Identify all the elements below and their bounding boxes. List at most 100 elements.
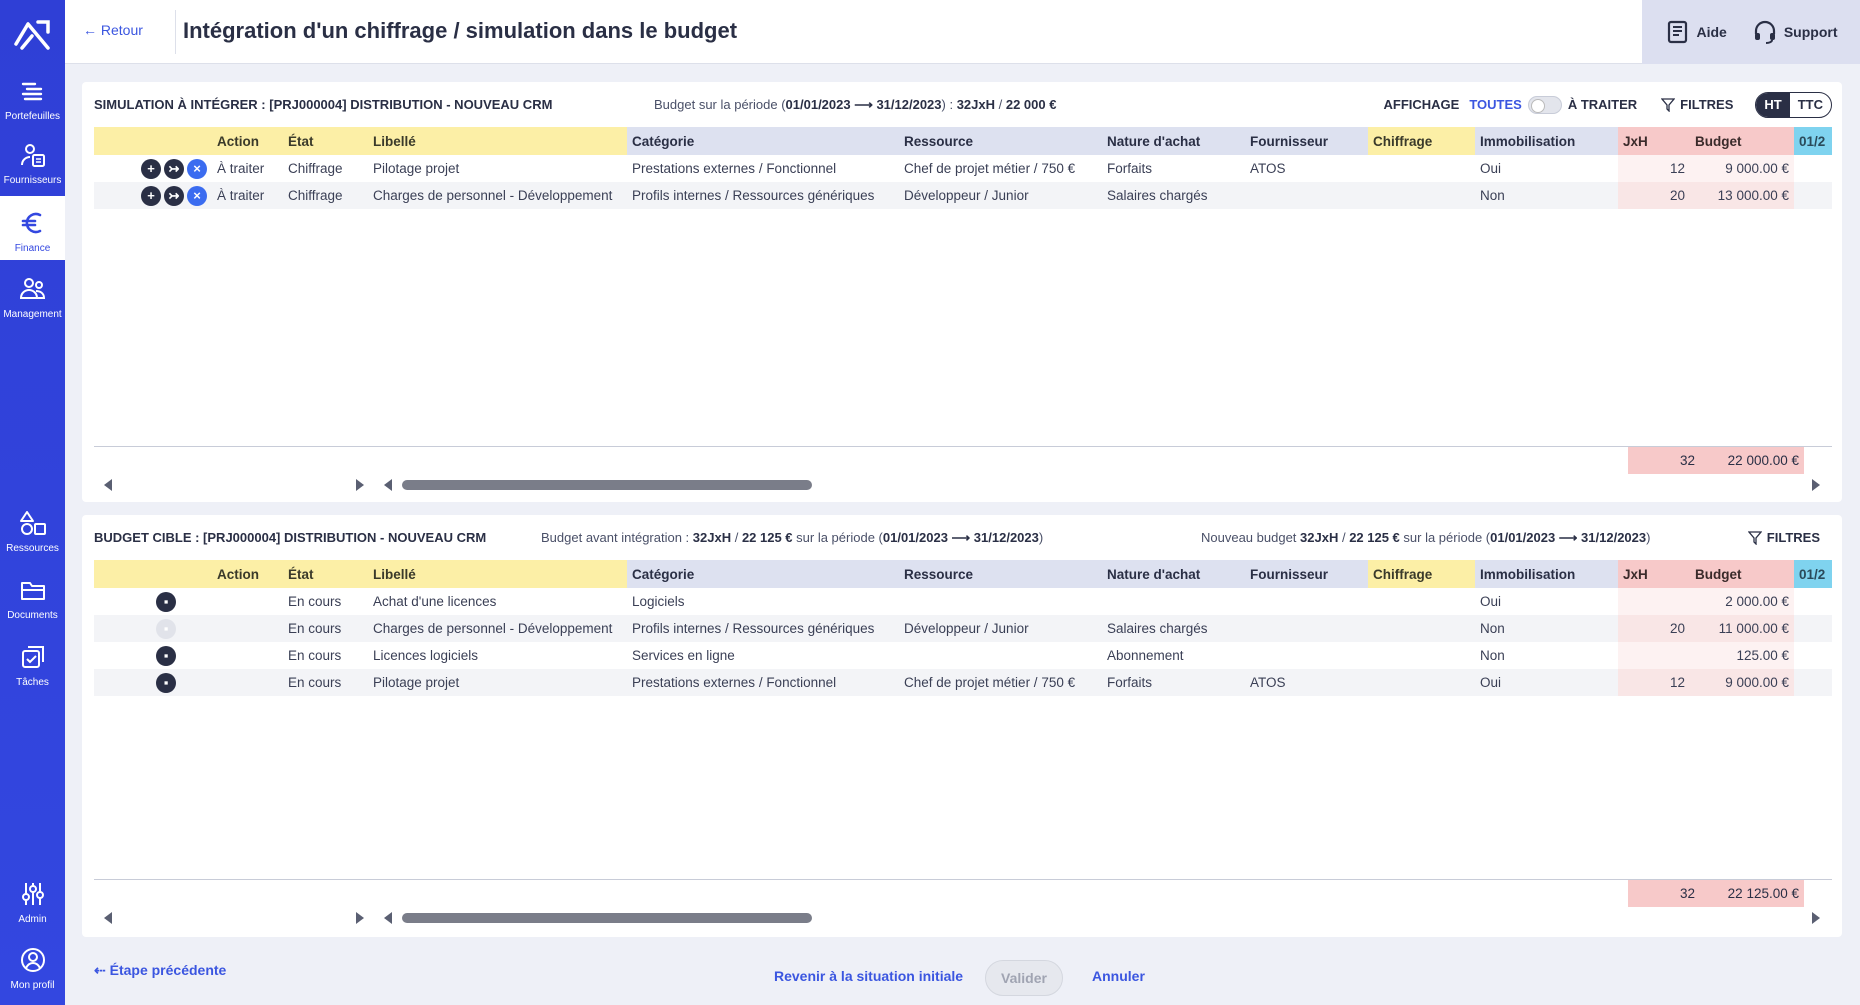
target-totals: 32 22 125.00 € — [1628, 880, 1804, 907]
cell-action: À traiter — [217, 161, 265, 176]
delete-icon[interactable]: ▪ — [156, 591, 176, 612]
sidebar-item-admin[interactable]: Admin — [0, 867, 65, 931]
app-logo-icon[interactable] — [12, 14, 52, 54]
target-header: BUDGET CIBLE : [PRJ000004] DISTRIBUTION … — [94, 515, 1832, 560]
info-sep: / — [995, 96, 1006, 112]
sidebar-item-management[interactable]: Management — [0, 262, 65, 326]
col-fournisseur[interactable]: Fournisseur — [1245, 560, 1368, 588]
col-budget[interactable]: Budget — [1690, 560, 1794, 588]
col-icons — [120, 560, 212, 588]
add-icon[interactable]: + — [141, 158, 161, 179]
col-select[interactable] — [94, 560, 120, 588]
display-toggle[interactable] — [1527, 95, 1562, 114]
target-table: Action État Libellé Catégorie Ressource … — [94, 560, 1832, 696]
scroll-left-arrow[interactable] — [104, 912, 112, 924]
col-ressource[interactable]: Ressource — [899, 560, 1102, 588]
sidebar-item-finance[interactable]: Finance — [0, 196, 65, 260]
col-jxh[interactable]: JxH — [1618, 560, 1690, 588]
back-link[interactable]: ← Retour — [83, 22, 143, 38]
sidebar-item-fournisseurs[interactable]: Fournisseurs — [0, 128, 65, 192]
cell-month — [1794, 615, 1832, 642]
cell-chiffrage — [1368, 182, 1475, 209]
row-actions: ▪ — [120, 669, 212, 696]
filter-all-option[interactable]: TOUTES — [1469, 97, 1522, 112]
col-action[interactable]: Action — [212, 127, 283, 155]
filters-button[interactable]: FILTRES — [1661, 97, 1733, 112]
help-button[interactable]: Aide — [1665, 19, 1727, 45]
people-icon — [19, 278, 45, 299]
col-jxh[interactable]: JxH — [1618, 127, 1690, 155]
cell-nature: Salaires chargés — [1102, 182, 1245, 209]
sidebar-item-portefeuilles[interactable]: Portefeuilles — [0, 64, 65, 128]
sidebar-item-ressources[interactable]: Ressources — [0, 496, 65, 560]
cell-chiffrage — [1368, 588, 1475, 615]
portfolio-icon — [21, 82, 42, 101]
cell-action — [212, 669, 283, 696]
col-budget[interactable]: Budget — [1690, 127, 1794, 155]
add-icon[interactable]: + — [141, 185, 161, 206]
previous-step-link[interactable]: ⇠ Étape précédente — [94, 962, 227, 978]
scroll-right-arrow[interactable] — [356, 912, 364, 924]
scrollbar-thumb[interactable] — [402, 480, 812, 490]
ttc-option[interactable]: TTC — [1797, 97, 1823, 112]
ht-option[interactable]: HT — [1756, 92, 1790, 117]
target-title: BUDGET CIBLE : [PRJ000004] DISTRIBUTION … — [94, 530, 487, 545]
row-spacer — [94, 588, 120, 615]
sidebar-item-documents[interactable]: Documents — [0, 563, 65, 627]
col-immobilisation[interactable]: Immobilisation — [1475, 127, 1618, 155]
col-immobilisation[interactable]: Immobilisation — [1475, 560, 1618, 588]
scroll-right-arrow[interactable] — [356, 479, 364, 491]
merge-icon[interactable]: ↣ — [164, 158, 184, 179]
col-chiffrage[interactable]: Chiffrage — [1368, 127, 1475, 155]
delete-icon[interactable]: ▪ — [156, 645, 176, 666]
col-select[interactable] — [94, 127, 120, 155]
cell-fournisseur — [1245, 642, 1368, 669]
col-categorie[interactable]: Catégorie — [627, 127, 899, 155]
before-prefix: Budget avant intégration : — [541, 529, 693, 545]
before-budget: 22 125 € — [741, 529, 793, 545]
sidebar-item-mon-profil[interactable]: Mon profil — [0, 933, 65, 997]
scroll-left-arrow[interactable] — [384, 479, 392, 491]
delete-icon[interactable]: ▪ — [156, 672, 176, 693]
col-action[interactable]: Action — [212, 560, 283, 588]
col-nature[interactable]: Nature d'achat — [1102, 127, 1245, 155]
col-etat[interactable]: État — [283, 560, 368, 588]
col-ressource[interactable]: Ressource — [899, 127, 1102, 155]
col-nature[interactable]: Nature d'achat — [1102, 560, 1245, 588]
col-libelle[interactable]: Libellé — [368, 560, 627, 588]
scroll-right-arrow[interactable] — [1812, 479, 1820, 491]
sidebar-item-taches[interactable]: Tâches — [0, 630, 65, 694]
row-actions: + ↣ × — [120, 155, 212, 182]
col-fournisseur[interactable]: Fournisseur — [1245, 127, 1368, 155]
scrollbar-thumb[interactable] — [402, 913, 812, 923]
col-month[interactable]: 01/2 — [1794, 560, 1832, 588]
support-button[interactable]: Support — [1752, 19, 1838, 45]
filter-todo-option[interactable]: À TRAITER — [1567, 97, 1638, 112]
cell-jxh: 12 — [1618, 155, 1690, 182]
close-icon[interactable]: × — [187, 158, 207, 179]
cancel-button[interactable]: Annuler — [1092, 968, 1145, 984]
table-footer-divider — [94, 879, 1832, 880]
scroll-left-arrow[interactable] — [104, 479, 112, 491]
horizontal-scrollbar[interactable] — [94, 476, 1832, 494]
col-categorie[interactable]: Catégorie — [627, 560, 899, 588]
horizontal-scrollbar[interactable] — [94, 909, 1832, 927]
validate-button[interactable]: Valider — [985, 960, 1063, 996]
col-month[interactable]: 01/2 — [1794, 127, 1832, 155]
col-libelle[interactable]: Libellé — [368, 127, 627, 155]
revert-button[interactable]: Revenir à la situation initiale — [774, 968, 964, 984]
scroll-left-arrow[interactable] — [384, 912, 392, 924]
before-jxh: 32JxH — [692, 529, 732, 545]
cell-chiffrage — [1368, 642, 1475, 669]
close-icon[interactable]: × — [187, 185, 207, 206]
col-chiffrage[interactable]: Chiffrage — [1368, 560, 1475, 588]
scroll-right-arrow[interactable] — [1812, 912, 1820, 924]
cell-action — [212, 588, 283, 615]
cell-ressource: Chef de projet métier / 750 € — [904, 161, 1076, 176]
col-etat[interactable]: État — [283, 127, 368, 155]
cell-categorie: Profils internes / Ressources génériques — [627, 615, 899, 642]
target-filters-button[interactable]: FILTRES — [1747, 530, 1820, 545]
sliders-icon — [21, 883, 44, 905]
merge-icon[interactable]: ↣ — [164, 185, 184, 206]
simulation-totals: 32 22 000.00 € — [1628, 447, 1804, 474]
